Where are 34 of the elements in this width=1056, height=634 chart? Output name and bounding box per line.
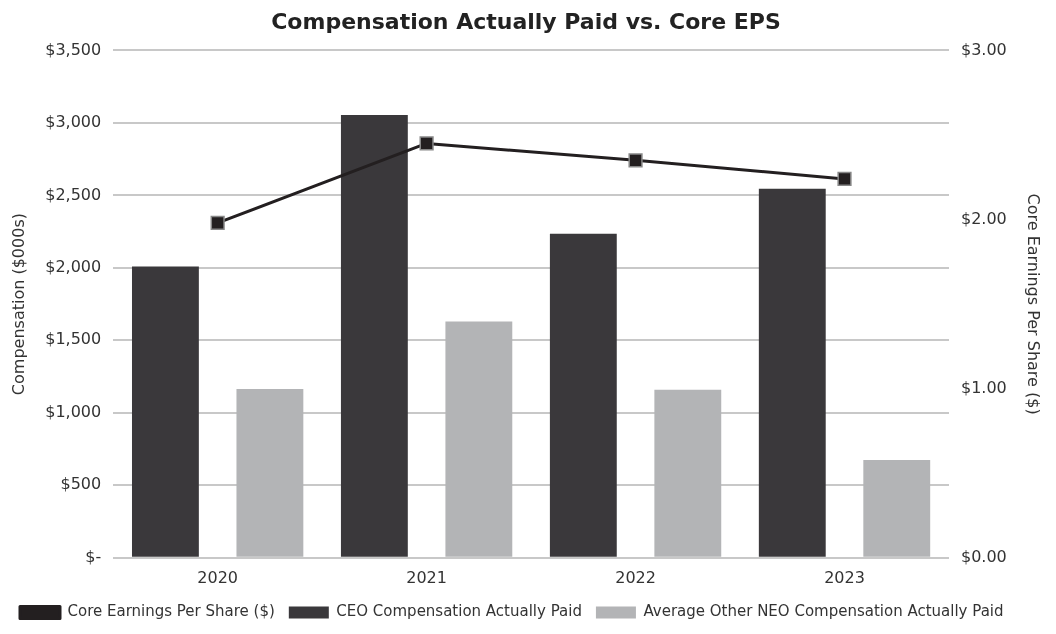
x-tick-label: 2020	[197, 567, 239, 587]
bar	[340, 114, 408, 557]
y2-tick-label: $0.00	[961, 546, 1007, 566]
y-tick-label: $1,500	[45, 329, 102, 349]
point	[837, 171, 852, 187]
y-axis-title: Compensation ($000s)	[8, 213, 28, 396]
bar	[863, 459, 931, 557]
point	[210, 215, 225, 231]
legend-label: Average Other NEO Compensation Actually Paid	[643, 602, 1004, 621]
point	[628, 153, 643, 168]
x-tick-label: 2022	[615, 567, 656, 587]
legend-label: Core Earnings Per Share ($)	[67, 602, 275, 621]
bar	[131, 266, 199, 557]
x-tick-label: 2021	[406, 567, 447, 587]
bar	[758, 188, 826, 557]
y2-tick-label: $1.00	[961, 377, 1007, 397]
bar	[236, 388, 304, 557]
y-tick-label: $2,000	[45, 257, 102, 277]
y2-tick-label: $2.00	[961, 208, 1007, 228]
y2-axis-title: Core Earnings Per Share ($)	[1024, 193, 1044, 415]
y-tick-label: $-	[85, 546, 102, 566]
chart-title: Compensation Actually Paid vs. Core EPS	[271, 8, 781, 34]
point	[419, 136, 434, 151]
y-tick-label: $2,500	[45, 184, 102, 204]
x-tick-label: 2023	[824, 567, 865, 587]
bar	[654, 389, 722, 557]
y2-tick-label: $3.00	[961, 39, 1007, 59]
y-tick-label: $3,000	[45, 112, 102, 132]
bar	[549, 233, 617, 557]
y-tick-label: $3,500	[45, 39, 102, 59]
y-tick-label: $1,000	[45, 401, 102, 421]
legend-label: CEO Compensation Actually Paid	[336, 602, 582, 621]
y-tick-label: $500	[60, 474, 102, 494]
bar	[445, 321, 513, 557]
